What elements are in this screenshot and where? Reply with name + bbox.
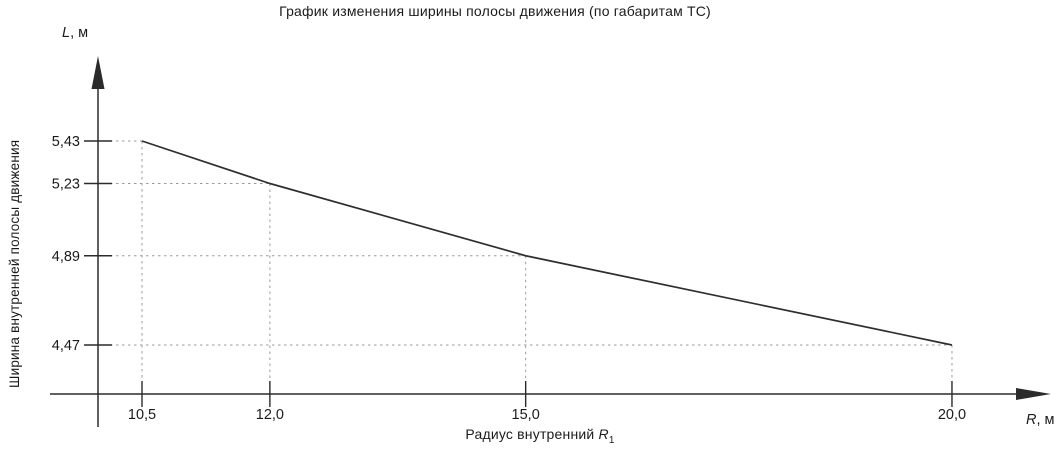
- y-axis-unit-label: L, м: [62, 25, 88, 41]
- data-line: [141, 140, 953, 346]
- x-tick-label: 12,0: [256, 407, 284, 423]
- y-tick-label: 4,89: [52, 249, 80, 265]
- x-tick-label: 15,0: [512, 407, 540, 423]
- x-axis-symbol: R: [1026, 412, 1037, 428]
- x-axis-unit-suffix: , м: [1036, 412, 1055, 428]
- x-tick-label: 10,5: [128, 407, 156, 423]
- y-tick-label: 5,43: [52, 134, 80, 150]
- x-axis-title-text: Радиус внутренний: [465, 426, 599, 442]
- x-axis-title-subscript: 1: [608, 434, 615, 446]
- x-axis-unit-label: R, м: [1026, 412, 1055, 428]
- y-axis-unit-suffix: , м: [70, 25, 89, 41]
- chart-title: График изменения ширины полосы движения …: [279, 3, 711, 19]
- x-axis-arrowhead: [1016, 388, 1051, 400]
- x-axis-title: Радиус внутренний R1: [465, 426, 614, 446]
- y-axis-arrowhead: [91, 56, 105, 89]
- y-tick-label: 4,47: [52, 338, 80, 354]
- y-tick-label: 5,23: [52, 177, 80, 193]
- x-tick-label: 20,0: [938, 407, 966, 423]
- x-axis-title-symbol: R: [598, 426, 609, 442]
- y-axis-symbol: L: [62, 25, 71, 41]
